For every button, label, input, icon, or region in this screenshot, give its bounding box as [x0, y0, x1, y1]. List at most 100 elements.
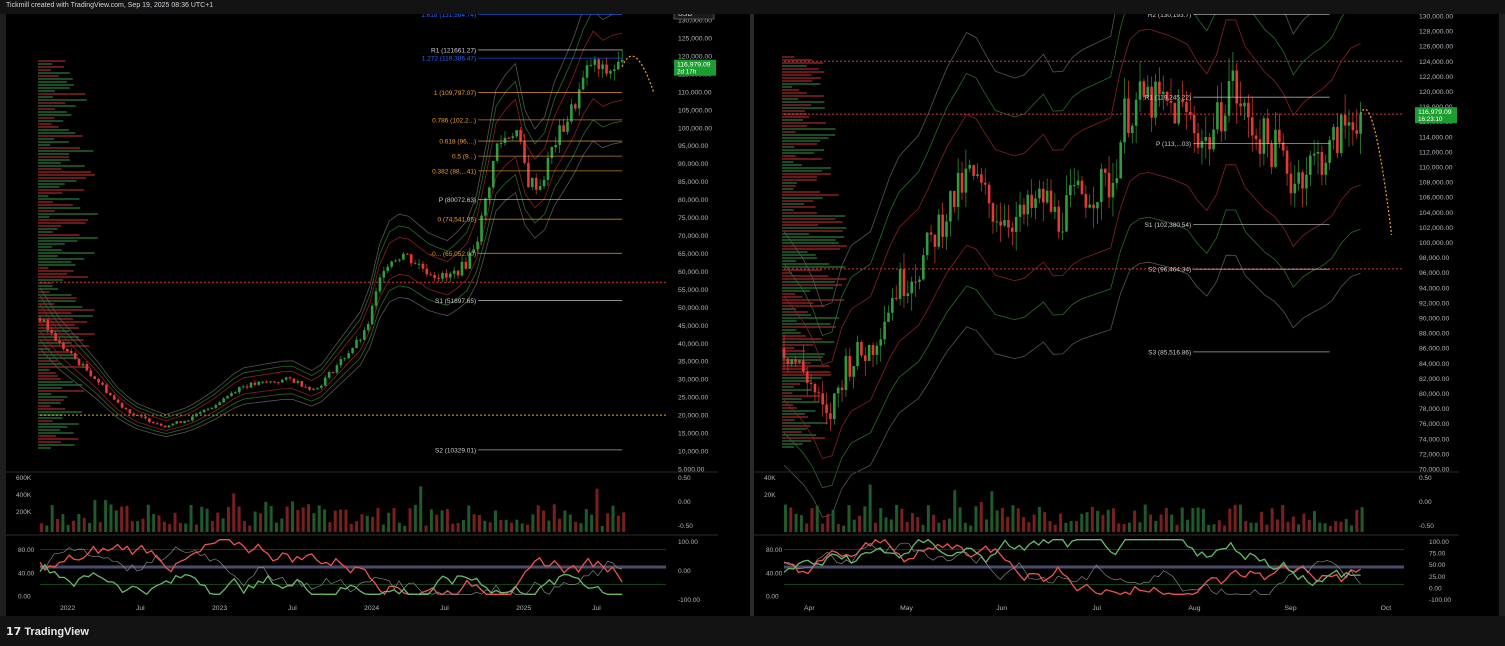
daily-candle-body[interactable]	[987, 184, 991, 204]
weekly-candle-body[interactable]	[323, 377, 327, 386]
daily-candle-body[interactable]	[871, 345, 875, 355]
weekly-candle-body[interactable]	[89, 370, 93, 377]
weekly-candle-body[interactable]	[363, 330, 366, 340]
daily-candle-body[interactable]	[1293, 183, 1297, 194]
daily-candle-body[interactable]	[833, 393, 836, 420]
weekly-candle-body[interactable]	[488, 187, 491, 199]
weekly-candle-body[interactable]	[577, 89, 581, 109]
weekly-candle-body[interactable]	[421, 263, 425, 269]
weekly-candle-body[interactable]	[226, 396, 229, 399]
weekly-candle-body[interactable]	[425, 268, 429, 275]
weekly-candle-body[interactable]	[609, 70, 612, 74]
weekly-candle-body[interactable]	[531, 177, 534, 188]
daily-candle-body[interactable]	[906, 293, 910, 297]
weekly-candle-body[interactable]	[480, 215, 483, 242]
weekly-candle-body[interactable]	[85, 363, 89, 371]
weekly-candle-body[interactable]	[382, 270, 386, 278]
weekly-candle-body[interactable]	[347, 353, 350, 359]
weekly-candle-body[interactable]	[316, 387, 319, 389]
weekly-candle-body[interactable]	[546, 157, 550, 180]
daily-candle-body[interactable]	[1262, 118, 1266, 154]
weekly-candle-body[interactable]	[128, 409, 132, 414]
daily-candle-body[interactable]	[1223, 115, 1227, 132]
weekly-candle-body[interactable]	[249, 382, 253, 388]
weekly-candle-body[interactable]	[105, 384, 108, 393]
daily-candle-body[interactable]	[1022, 204, 1026, 215]
weekly-candle-body[interactable]	[343, 358, 347, 360]
daily-candle-body[interactable]	[817, 392, 821, 394]
daily-candle-body[interactable]	[1103, 168, 1107, 173]
weekly-candle-body[interactable]	[390, 261, 393, 267]
weekly-candle-body[interactable]	[460, 261, 464, 276]
weekly-candle-body[interactable]	[288, 377, 292, 379]
daily-candle-body[interactable]	[952, 191, 956, 207]
daily-candle-body[interactable]	[875, 345, 879, 355]
daily-candle-body[interactable]	[1146, 86, 1150, 97]
weekly-candle-body[interactable]	[413, 263, 417, 265]
weekly-candle-body[interactable]	[468, 252, 472, 269]
weekly-candle-body[interactable]	[206, 408, 210, 410]
daily-chart-svg[interactable]: R2 (130,193.7) R1 (119,245.22) P (113,...0…	[754, 14, 1499, 616]
daily-candle-body[interactable]	[983, 182, 987, 185]
weekly-candle-body[interactable]	[148, 418, 151, 423]
daily-candle-body[interactable]	[798, 360, 801, 363]
daily-candle-body[interactable]	[968, 164, 972, 169]
daily-candle-body[interactable]	[1185, 102, 1188, 112]
weekly-candle-body[interactable]	[566, 121, 569, 132]
weekly-candle-body[interactable]	[405, 253, 409, 255]
daily-candle-body[interactable]	[1161, 91, 1165, 95]
daily-candle-body[interactable]	[1018, 204, 1022, 217]
daily-candle-body[interactable]	[867, 345, 871, 361]
weekly-candle-body[interactable]	[132, 413, 136, 416]
daily-candle-body[interactable]	[1119, 142, 1122, 179]
daily-candle-body[interactable]	[1123, 98, 1126, 143]
weekly-candle-body[interactable]	[222, 398, 225, 403]
daily-candle-body[interactable]	[1165, 91, 1169, 101]
weekly-candle-body[interactable]	[339, 359, 343, 366]
daily-candle-body[interactable]	[802, 360, 805, 372]
daily-candle-body[interactable]	[1088, 204, 1092, 208]
weekly-candle-body[interactable]	[499, 143, 503, 145]
weekly-candle-body[interactable]	[58, 340, 61, 343]
weekly-candle-body[interactable]	[370, 305, 374, 325]
daily-candle-body[interactable]	[933, 234, 937, 247]
daily-candle-body[interactable]	[1181, 99, 1184, 103]
daily-candle-body[interactable]	[1189, 111, 1192, 115]
weekly-candle-body[interactable]	[241, 386, 245, 388]
weekly-candle-body[interactable]	[601, 64, 604, 70]
weekly-candle-body[interactable]	[269, 381, 272, 383]
weekly-candle-body[interactable]	[179, 421, 182, 423]
weekly-currency-box[interactable]	[673, 14, 715, 20]
weekly-candle-body[interactable]	[97, 379, 100, 383]
daily-candle-body[interactable]	[1142, 81, 1146, 97]
daily-candle-body[interactable]	[918, 279, 921, 283]
weekly-candle-body[interactable]	[202, 409, 206, 413]
weekly-candle-body[interactable]	[433, 275, 436, 278]
weekly-candle-body[interactable]	[491, 160, 495, 188]
daily-candle-body[interactable]	[1359, 113, 1362, 134]
daily-candle-body[interactable]	[1235, 70, 1239, 104]
daily-candle-body[interactable]	[914, 281, 917, 283]
weekly-candle-body[interactable]	[214, 405, 218, 408]
weekly-candle-body[interactable]	[620, 59, 624, 62]
daily-candle-body[interactable]	[1014, 216, 1018, 232]
weekly-candle-body[interactable]	[538, 186, 542, 190]
daily-candle-body[interactable]	[1266, 118, 1270, 144]
daily-candle-body[interactable]	[1204, 137, 1208, 141]
weekly-candle-body[interactable]	[402, 253, 405, 260]
weekly-candle-body[interactable]	[417, 263, 421, 265]
daily-candle-body[interactable]	[1336, 126, 1339, 154]
daily-candle-body[interactable]	[1076, 180, 1080, 186]
daily-candle-body[interactable]	[1347, 122, 1351, 126]
weekly-candle-body[interactable]	[507, 137, 511, 139]
daily-candle-body[interactable]	[1243, 102, 1246, 107]
weekly-candle-body[interactable]	[237, 386, 241, 393]
weekly-candle-body[interactable]	[93, 376, 97, 380]
weekly-candle-body[interactable]	[448, 273, 452, 278]
daily-candle-body[interactable]	[825, 404, 828, 414]
daily-candle-body[interactable]	[1053, 206, 1057, 212]
weekly-candle-body[interactable]	[452, 270, 456, 274]
daily-candle-body[interactable]	[1247, 102, 1250, 118]
daily-candle-body[interactable]	[960, 172, 964, 193]
weekly-candle-body[interactable]	[476, 241, 479, 250]
